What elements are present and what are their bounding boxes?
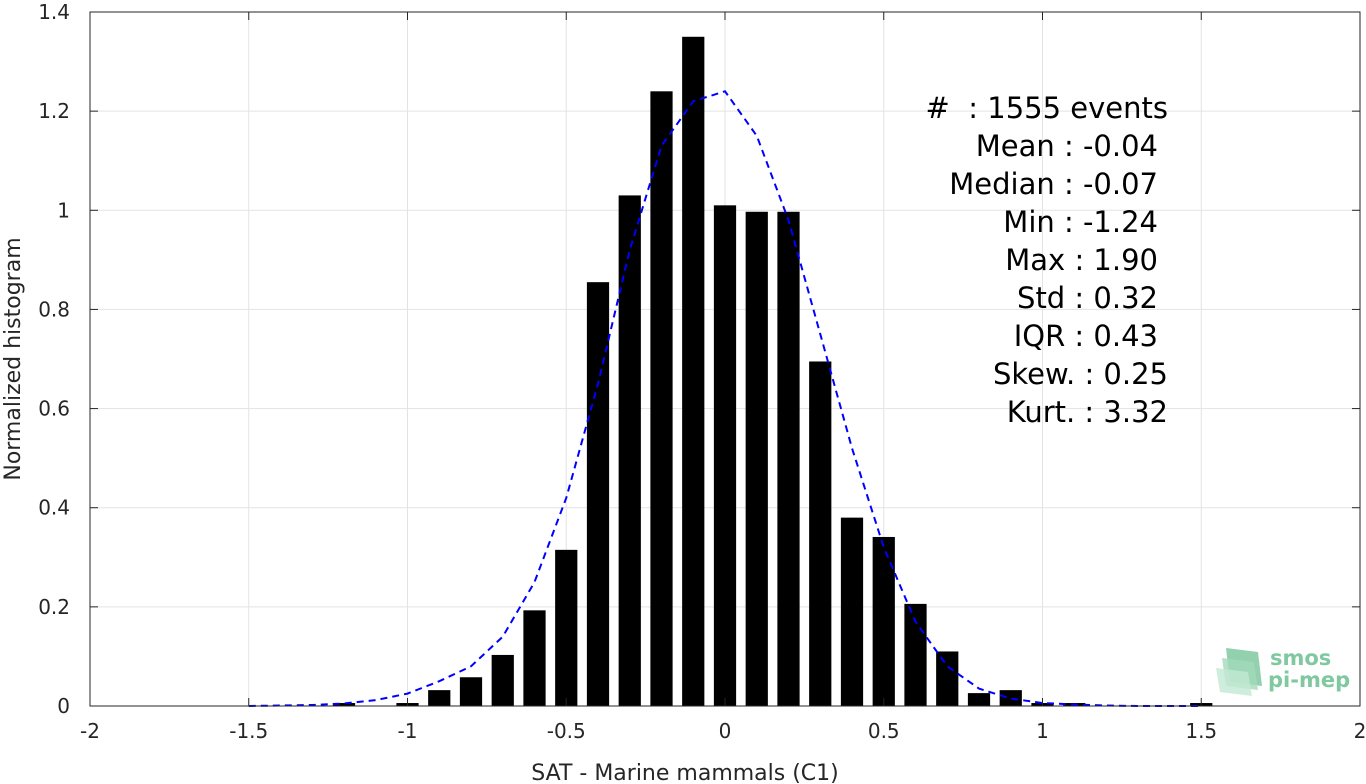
fit-curve — [248, 90, 1202, 707]
stats-line: Max : 1.90 — [1005, 243, 1158, 277]
y-tick-label: 0.2 — [38, 595, 70, 619]
stats-line: Mean : -0.04 — [976, 129, 1158, 163]
histogram-bar — [555, 549, 578, 706]
x-tick-label: 2 — [1354, 719, 1366, 743]
x-tick-label: -2 — [80, 719, 100, 743]
histogram-bar — [809, 361, 832, 706]
y-tick-label: 0.4 — [38, 496, 70, 520]
x-tick-label: -1 — [398, 719, 418, 743]
stats-line: Skew. : 0.25 — [993, 357, 1168, 391]
stats-line: IQR : 0.43 — [1014, 319, 1158, 353]
x-axis-label: SAT - Marine mammals (C1) — [531, 761, 839, 784]
stats-line: Min : -1.24 — [1003, 205, 1158, 239]
x-tick-label: 0 — [719, 719, 732, 743]
histogram-bar — [745, 211, 768, 706]
histogram-bar — [967, 693, 991, 706]
y-axis-label: Normalized histogram — [1, 237, 26, 480]
y-tick-label: 0.8 — [38, 297, 70, 321]
histogram-bar — [872, 536, 895, 706]
x-tick-label: 1 — [1036, 719, 1049, 743]
histogram-bar — [840, 517, 864, 706]
histogram-bar — [586, 282, 610, 706]
stats-line: Kurt. : 3.32 — [1007, 395, 1168, 429]
stats-line: # : 1555 events — [926, 91, 1168, 125]
histogram-bar — [936, 651, 959, 706]
stats-line: Std : 0.32 — [1017, 281, 1158, 315]
x-tick-label: -0.5 — [547, 719, 586, 743]
y-tick-label: 1 — [57, 198, 70, 222]
histogram-bar — [332, 703, 356, 706]
histogram-bar — [428, 690, 451, 706]
y-axis-ticks: 0 0.2 0.4 0.6 0.8 1 1.2 1.4 — [38, 0, 1360, 718]
logo-icon — [1216, 648, 1262, 696]
histogram-bar — [523, 610, 546, 706]
histogram-bar — [682, 36, 705, 707]
histogram-bar — [999, 690, 1022, 706]
stats-annotation: # : 1555 events Mean : -0.04 Median : -0.0… — [926, 91, 1168, 429]
y-tick-label: 1.2 — [38, 99, 70, 123]
y-tick-label: 0.6 — [38, 397, 70, 421]
logo-text-pimep: pi-mep — [1268, 668, 1350, 692]
histogram-bar — [777, 211, 800, 706]
bars — [332, 36, 1213, 707]
stats-line: Median : -0.07 — [949, 167, 1158, 201]
histogram-bar — [618, 195, 641, 706]
y-tick-label: 0 — [57, 694, 70, 718]
histogram-bar — [713, 205, 737, 707]
x-axis-ticks: -2 -1.5 -1 -0.5 0 0.5 1 1.5 2 — [80, 12, 1366, 743]
logo-text-smos: smos — [1270, 646, 1331, 670]
x-tick-label: 0.5 — [868, 719, 900, 743]
x-tick-label: -1.5 — [229, 719, 268, 743]
histogram-bar — [650, 91, 673, 707]
histogram-bar — [491, 654, 514, 706]
x-tick-label: 1.5 — [1185, 719, 1217, 743]
smos-pimep-logo: smos pi-mep — [1216, 646, 1350, 696]
histogram-bar — [459, 677, 483, 706]
y-tick-label: 1.4 — [38, 0, 70, 24]
